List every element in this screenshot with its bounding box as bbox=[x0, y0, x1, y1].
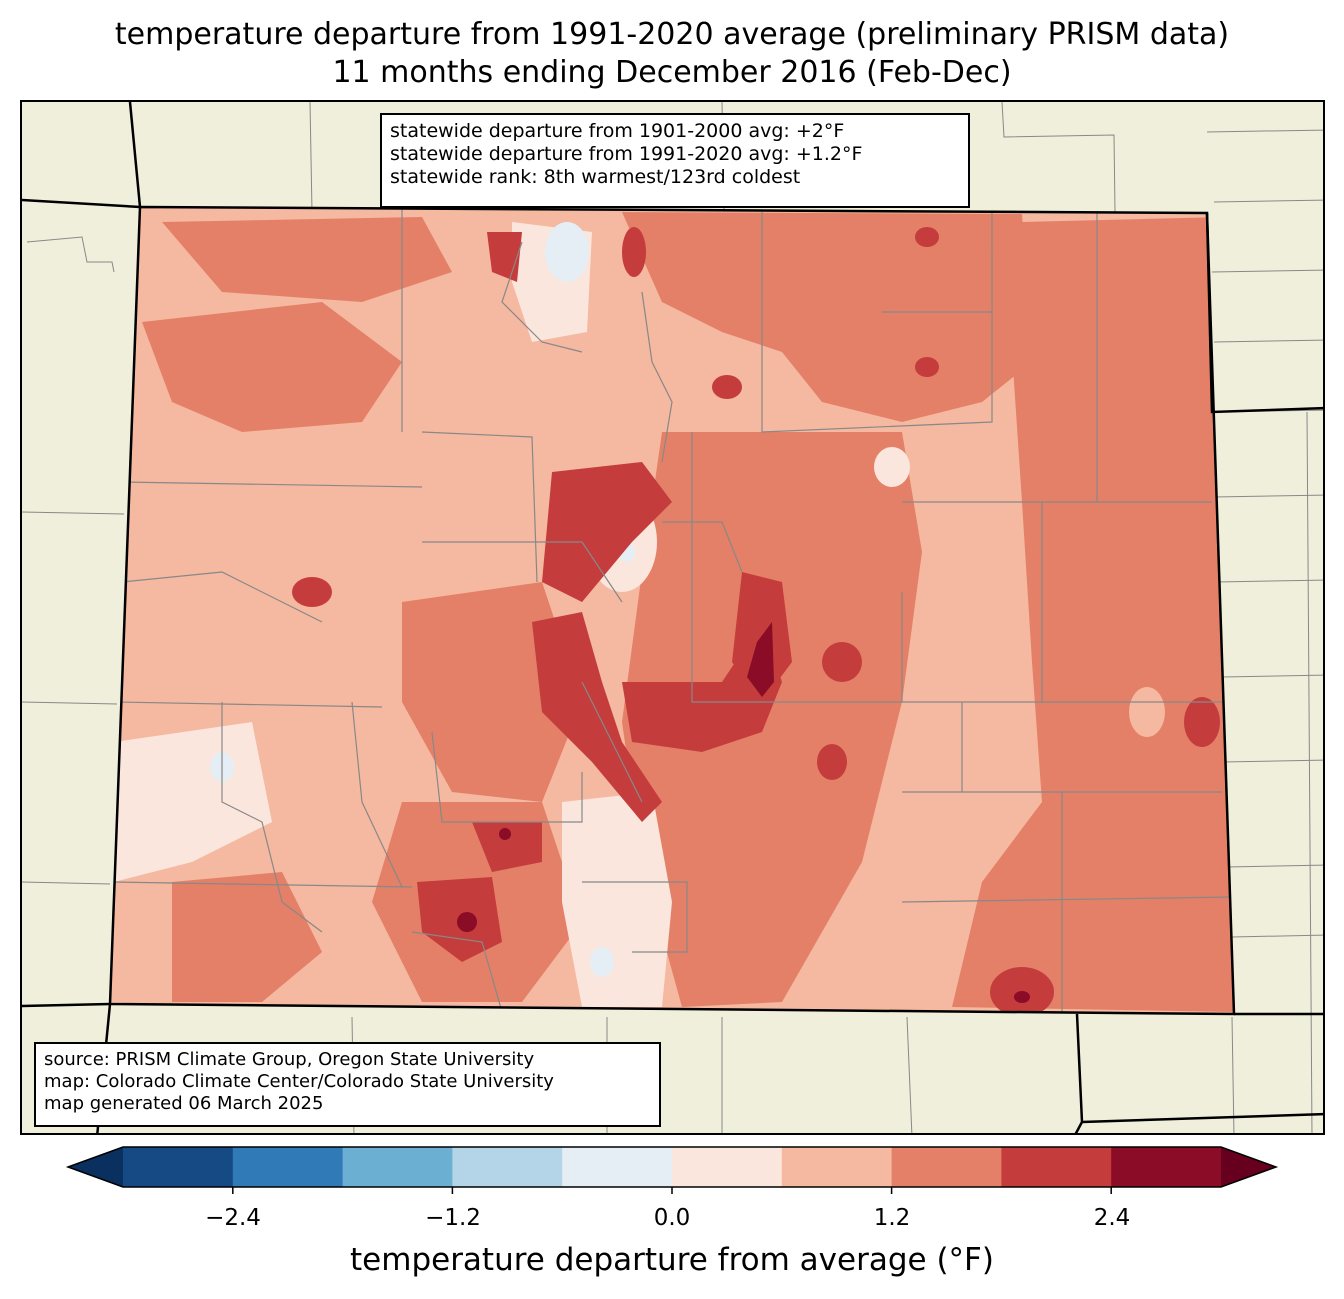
colorbar-tick-label: 2.4 bbox=[1093, 1205, 1131, 1231]
colorbar-bin bbox=[1111, 1147, 1222, 1187]
colorbar-bin bbox=[342, 1147, 453, 1187]
colorbar-bin bbox=[452, 1147, 563, 1187]
colorbar-bin bbox=[672, 1147, 783, 1187]
colorbar-tick-label: 0.0 bbox=[653, 1205, 691, 1231]
colorbar-tick-label: 1.2 bbox=[873, 1205, 911, 1231]
colorbar-tick-label: −1.2 bbox=[425, 1205, 481, 1231]
stats-line-rank: statewide rank: 8th warmest/123rd coldes… bbox=[390, 166, 801, 188]
map-credit-line: map: Colorado Climate Center/Colorado St… bbox=[44, 1071, 554, 1092]
colorbar-outline bbox=[65, 1146, 1279, 1188]
colorbar-bin bbox=[1001, 1147, 1112, 1187]
source-attribution-box: source: PRISM Climate Group, Oregon Stat… bbox=[34, 1042, 661, 1127]
stats-line-1991-2020: statewide departure from 1991-2020 avg: … bbox=[390, 143, 863, 165]
colorbar-bin bbox=[781, 1147, 893, 1187]
state-borders bbox=[22, 102, 1323, 1133]
statewide-stats-box: statewide departure from 1901-2000 avg: … bbox=[380, 113, 970, 208]
colorado-county-lines bbox=[113, 207, 1233, 1013]
colorbar-title: temperature departure from average (°F) bbox=[350, 1242, 994, 1278]
colorbar-bin bbox=[891, 1147, 1002, 1187]
colorado-temperature-map bbox=[22, 102, 1323, 1133]
colorbar-over-arrow bbox=[1221, 1147, 1276, 1187]
colorbar-bin bbox=[123, 1147, 234, 1187]
colorbar-under-arrow bbox=[68, 1147, 123, 1187]
colorbar-tick-label: −2.4 bbox=[205, 1205, 261, 1231]
source-line: source: PRISM Climate Group, Oregon Stat… bbox=[44, 1049, 535, 1070]
map-panel: statewide departure from 1901-2000 avg: … bbox=[20, 100, 1325, 1135]
colorbar-bin bbox=[232, 1147, 344, 1187]
map-title-line-2: 11 months ending December 2016 (Feb-Dec) bbox=[332, 55, 1012, 90]
generated-date-line: map generated 06 March 2025 bbox=[44, 1093, 324, 1114]
colorbar-bin bbox=[562, 1147, 673, 1187]
map-title-line-1: temperature departure from 1991-2020 ave… bbox=[114, 17, 1230, 52]
stats-line-1901-2000: statewide departure from 1901-2000 avg: … bbox=[390, 120, 845, 142]
colorbar bbox=[65, 1146, 1279, 1194]
